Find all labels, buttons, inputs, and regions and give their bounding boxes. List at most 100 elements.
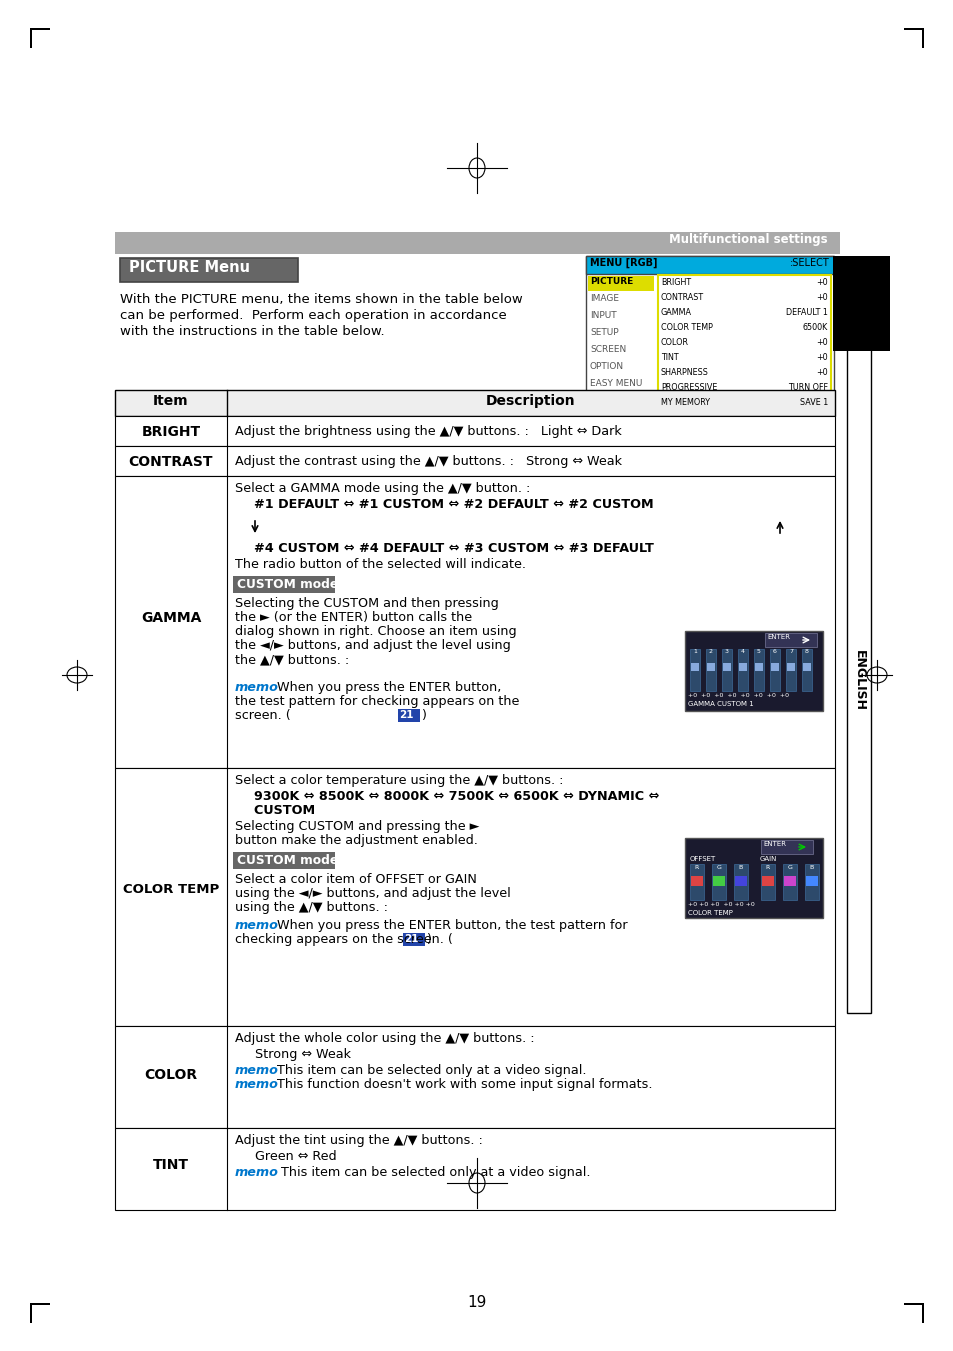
- Text: +0: +0: [816, 353, 827, 362]
- Text: checking appears on the screen. (: checking appears on the screen. (: [234, 934, 453, 946]
- Text: MY MEMORY: MY MEMORY: [660, 399, 709, 407]
- Bar: [921, 28, 923, 49]
- Text: This item can be selected only at a video signal.: This item can be selected only at a vide…: [273, 1166, 590, 1179]
- Text: G: G: [787, 865, 792, 870]
- Bar: [801, 648, 811, 690]
- Text: 8: 8: [804, 648, 808, 654]
- Text: When you press the ENTER button,: When you press the ENTER button,: [273, 681, 501, 694]
- Text: Select a GAMMA mode using the ▲/▼ button. :: Select a GAMMA mode using the ▲/▼ button…: [234, 482, 530, 494]
- Text: Item: Item: [153, 394, 189, 408]
- Bar: [115, 390, 834, 416]
- Text: GAMMA: GAMMA: [141, 611, 201, 626]
- Bar: [760, 865, 774, 900]
- Text: B: B: [809, 865, 813, 870]
- Text: Green ⇔ Red: Green ⇔ Red: [247, 1150, 336, 1163]
- Bar: [397, 709, 419, 721]
- Text: GAMMA CUSTOM 1: GAMMA CUSTOM 1: [687, 701, 753, 707]
- Bar: [738, 648, 747, 690]
- Text: CUSTOM mode: CUSTOM mode: [236, 854, 338, 867]
- Bar: [903, 1302, 923, 1305]
- Bar: [30, 1302, 32, 1323]
- Text: can be performed.  Perform each operation in accordance: can be performed. Perform each operation…: [120, 309, 506, 322]
- Text: CUSTOM mode: CUSTOM mode: [236, 578, 338, 590]
- Bar: [115, 416, 834, 446]
- Text: ): ): [420, 709, 425, 721]
- Text: IMAGE: IMAGE: [589, 295, 618, 303]
- Text: 4: 4: [740, 648, 744, 654]
- Bar: [802, 663, 810, 671]
- Text: OPTION: OPTION: [589, 362, 623, 372]
- Text: B: B: [739, 865, 742, 870]
- Text: SHARPNESS: SHARPNESS: [660, 367, 708, 377]
- Bar: [690, 875, 702, 886]
- Text: COLOR TEMP: COLOR TEMP: [123, 884, 219, 896]
- Text: TINT: TINT: [660, 353, 678, 362]
- Text: CONTRAST: CONTRAST: [129, 455, 213, 469]
- Text: 1: 1: [692, 648, 697, 654]
- Text: With the PICTURE menu, the items shown in the table below: With the PICTURE menu, the items shown i…: [120, 293, 522, 305]
- Bar: [115, 232, 840, 254]
- Bar: [805, 875, 817, 886]
- Text: Adjust the brightness using the ▲/▼ buttons. :   Light ⇔ Dark: Adjust the brightness using the ▲/▼ butt…: [234, 426, 621, 438]
- Text: G: G: [716, 865, 720, 870]
- Bar: [402, 934, 424, 946]
- Text: Selecting the CUSTOM and then pressing: Selecting the CUSTOM and then pressing: [234, 597, 498, 611]
- Text: +0: +0: [816, 338, 827, 347]
- Text: 19: 19: [467, 1296, 486, 1310]
- Bar: [733, 865, 747, 900]
- Text: COLOR: COLOR: [660, 338, 688, 347]
- Bar: [761, 875, 773, 886]
- Text: COLOR: COLOR: [144, 1069, 197, 1082]
- Text: 6: 6: [772, 648, 776, 654]
- Text: ENGLISH: ENGLISH: [852, 650, 864, 711]
- Bar: [783, 875, 795, 886]
- Text: ENTER: ENTER: [762, 842, 785, 847]
- Text: +0 +0 +0  +0 +0 +0: +0 +0 +0 +0 +0 +0: [687, 902, 754, 907]
- Text: Description: Description: [486, 394, 576, 408]
- Text: dialog shown in right. Choose an item using: dialog shown in right. Choose an item us…: [234, 626, 517, 638]
- Bar: [754, 663, 762, 671]
- Bar: [233, 576, 335, 593]
- Bar: [30, 1302, 50, 1305]
- Bar: [734, 875, 746, 886]
- Bar: [760, 840, 812, 854]
- Text: ): ): [426, 934, 431, 946]
- Bar: [30, 28, 50, 30]
- Bar: [921, 1302, 923, 1323]
- Text: the ► (or the ENTER) button calls the: the ► (or the ENTER) button calls the: [234, 611, 472, 624]
- Bar: [587, 276, 654, 290]
- Text: R: R: [765, 865, 769, 870]
- Text: the test pattern for checking appears on the: the test pattern for checking appears on…: [234, 694, 518, 708]
- Text: #1 DEFAULT ⇔ #1 CUSTOM ⇔ #2 DEFAULT ⇔ #2 CUSTOM: #1 DEFAULT ⇔ #1 CUSTOM ⇔ #2 DEFAULT ⇔ #2…: [245, 499, 653, 511]
- Bar: [120, 258, 297, 282]
- Text: 6500K: 6500K: [801, 323, 827, 332]
- Text: TINT: TINT: [152, 1158, 189, 1173]
- Bar: [786, 663, 794, 671]
- Text: 21: 21: [398, 711, 413, 720]
- Text: CONTRAST: CONTRAST: [660, 293, 703, 303]
- Text: :SELECT: :SELECT: [789, 258, 829, 267]
- Bar: [770, 663, 779, 671]
- Text: COLOR TEMP: COLOR TEMP: [660, 323, 712, 332]
- Text: MENU [RGB]: MENU [RGB]: [589, 258, 657, 269]
- Text: 3: 3: [724, 648, 728, 654]
- Text: GAMMA: GAMMA: [660, 308, 691, 317]
- Text: SETUP: SETUP: [589, 328, 618, 336]
- Bar: [689, 865, 703, 900]
- Bar: [585, 255, 833, 413]
- Text: TURN OFF: TURN OFF: [787, 382, 827, 392]
- Bar: [30, 28, 32, 49]
- Text: BRIGHT: BRIGHT: [660, 278, 690, 286]
- Bar: [233, 852, 335, 869]
- Text: +0: +0: [816, 367, 827, 377]
- Text: Strong ⇔ Weak: Strong ⇔ Weak: [247, 1048, 351, 1061]
- Bar: [785, 648, 795, 690]
- Text: SAVE 1: SAVE 1: [799, 399, 827, 407]
- Bar: [115, 1025, 834, 1128]
- Bar: [690, 663, 699, 671]
- Bar: [711, 865, 725, 900]
- Bar: [115, 767, 834, 1025]
- Text: PICTURE: PICTURE: [589, 277, 633, 286]
- Bar: [764, 634, 816, 647]
- Text: BRIGHT: BRIGHT: [141, 426, 200, 439]
